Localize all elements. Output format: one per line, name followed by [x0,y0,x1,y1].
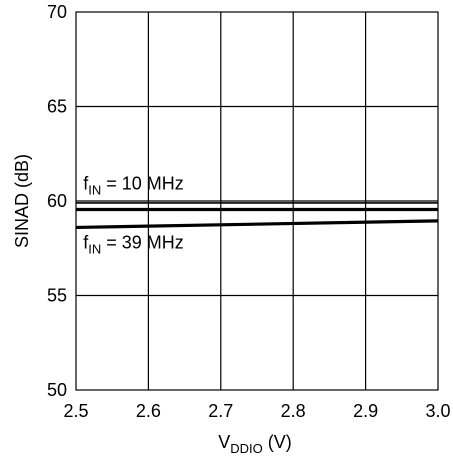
x-tick-label: 2.9 [353,401,378,421]
y-tick-label: 55 [47,286,67,306]
data-layer [75,202,439,230]
annotation-value: = 39 MHz [101,232,184,252]
x-tick-label: 2.6 [136,401,161,421]
y-tick-label: 50 [47,380,67,400]
annotation-fin-10: fIN = 10 MHz [83,174,184,198]
annotation-subscript: IN [88,183,101,198]
x-tick-label: 2.5 [63,401,88,421]
y-axis-label: SINAD (dB) [12,154,32,248]
label-layer: SINAD (dB) VDDIO (V) [12,154,292,456]
tick-layer: 2.5 2.6 2.7 2.8 2.9 3.0 50 55 60 65 70 [47,2,451,421]
annotation-value: = 10 MHz [101,174,184,194]
grid-layer [76,12,438,390]
x-tick-label: 2.8 [281,401,306,421]
y-tick-label: 65 [47,97,67,117]
x-axis-label: VDDIO (V) [218,432,292,456]
series-line-3 [75,219,439,230]
y-tick-label: 60 [47,191,67,211]
annotation-subscript: IN [88,241,101,256]
x-tick-label: 3.0 [425,401,450,421]
annotation-symbol: f [83,232,89,252]
annotation-symbol: f [83,174,89,194]
x-tick-label: 2.7 [208,401,233,421]
annotation-fin-39: fIN = 39 MHz [83,232,184,256]
y-tick-label: 70 [47,2,67,22]
x-axis-label-subscript: DDIO [230,441,263,456]
x-axis-label-main: V [218,432,230,452]
plot-frame [75,11,439,391]
x-axis-label-unit: (V) [263,432,292,452]
